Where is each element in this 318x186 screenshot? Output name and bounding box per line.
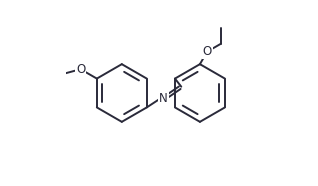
Text: O: O [76,63,85,76]
Text: N: N [159,92,168,105]
Text: O: O [203,45,212,58]
